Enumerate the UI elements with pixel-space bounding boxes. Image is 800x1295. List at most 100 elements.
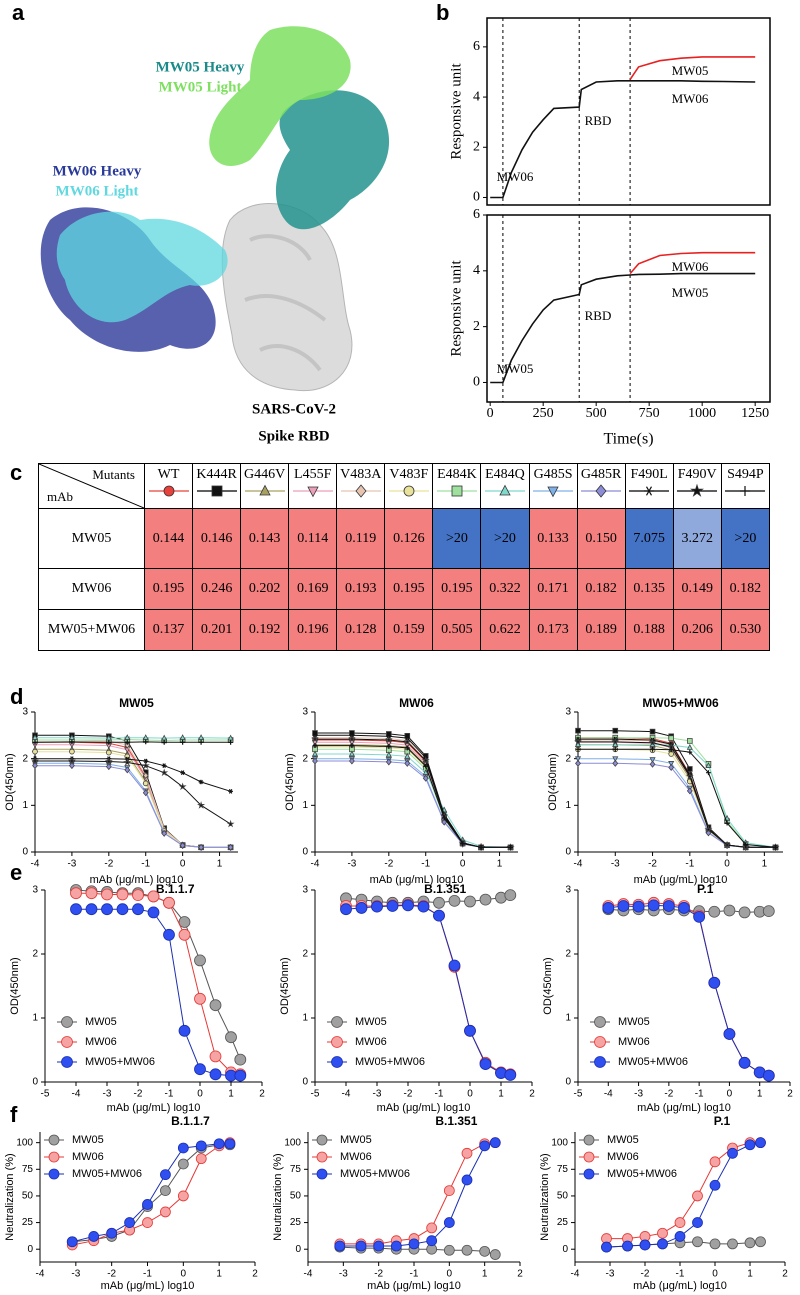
- series-line: [315, 746, 511, 848]
- y-tick-label: 100: [16, 1137, 33, 1148]
- y-tick-label: 75: [22, 1164, 34, 1175]
- marker: [612, 759, 619, 767]
- corner-label: Mutants: [92, 467, 135, 482]
- marker: [489, 1137, 501, 1149]
- marker: [124, 1217, 135, 1228]
- marker: [194, 954, 206, 967]
- series-line: [339, 1142, 496, 1247]
- marker: [662, 900, 675, 912]
- x-axis-label: mAb (μg/mL) log10: [90, 874, 184, 886]
- chart: 0 1 2 3 -5 -4 -3 -2 -1 0 1 2 B.1.351 mAb (μg/mL) log1…: [279, 882, 535, 1114]
- marker: [441, 815, 447, 821]
- marker: [161, 829, 168, 837]
- marker: [743, 842, 749, 847]
- series-line: [578, 744, 776, 848]
- column-label: G485S: [533, 467, 573, 482]
- chart: 0 1 2 3 -4 -3 -2 -1 0 1 MW05 mAb (μg/mL) log10 OD(45…: [4, 696, 238, 886]
- marker: [479, 1058, 492, 1070]
- series-line: [578, 748, 776, 848]
- marker: [142, 1199, 153, 1210]
- marker: [195, 1153, 207, 1165]
- y-tick-label: 1: [565, 800, 571, 811]
- y-axis-label: OD(450nm): [284, 753, 296, 810]
- corner-label: mAb: [47, 489, 73, 504]
- x-tick-label: 1: [757, 1089, 763, 1100]
- series-line: [35, 760, 231, 825]
- marker: [178, 782, 187, 791]
- x-tick-label: -1: [143, 1269, 152, 1280]
- marker: [311, 750, 319, 757]
- marker: [724, 820, 730, 826]
- chart: 0 1 2 3 -5 -4 -3 -2 -1 0 1 2 B.1.1.7 mAb (μg/mL) log1…: [9, 882, 265, 1114]
- table-cell: 3.272: [672, 508, 722, 569]
- marker: [123, 758, 132, 766]
- table-cell: 0.201: [192, 609, 242, 651]
- marker: [147, 890, 160, 903]
- ic50-table: Mutants mAb WT K444R G446V L455F V483A V483F E48…: [38, 463, 771, 651]
- marker: [687, 766, 693, 772]
- series-line: [578, 730, 776, 848]
- marker: [70, 887, 82, 900]
- column-marker: [196, 485, 237, 497]
- marker: [85, 887, 98, 900]
- y-tick-label: 6: [473, 207, 480, 222]
- series-line: [608, 902, 769, 1077]
- marker: [583, 1168, 595, 1180]
- chart-title: P.1: [697, 882, 714, 896]
- table-cell: 0.137: [143, 609, 194, 651]
- chart-title: B.1.1.7: [156, 882, 195, 896]
- chart: 0 25 50 75 100 -4 -3 -2 -1 0 1 2 B.1.351 mAb (μg/mL) …: [272, 1114, 523, 1292]
- table-cell: 0.189: [576, 609, 626, 651]
- structure-label: MW06 Light: [56, 183, 139, 199]
- marker: [448, 894, 461, 907]
- marker: [198, 843, 205, 851]
- marker: [116, 888, 129, 901]
- marker: [602, 902, 615, 914]
- y-tick-label: 0: [473, 375, 480, 390]
- x-tick-label: -2: [374, 1269, 383, 1280]
- x-axis-label: mAb (μg/mL) log10: [637, 1102, 731, 1114]
- structure-label: MW06 Heavy: [53, 163, 142, 179]
- marker: [727, 1147, 738, 1159]
- marker: [706, 770, 711, 776]
- y-tick-label: 50: [557, 1191, 569, 1202]
- marker: [709, 1156, 721, 1168]
- marker: [705, 762, 712, 768]
- table-row: MW06 0.195 0.246 0.202 0.169 0.193 0.195 0.195 0…: [38, 568, 771, 610]
- marker: [355, 902, 368, 914]
- marker: [489, 1249, 501, 1260]
- marker: [617, 900, 630, 912]
- chart-title: B.1.351: [424, 882, 466, 896]
- marker: [404, 752, 411, 759]
- x-tick-label: 500: [586, 406, 607, 421]
- marker: [177, 1190, 189, 1202]
- y-tick-label: 4: [473, 89, 480, 104]
- marker: [312, 757, 318, 765]
- y-tick-label: 3: [565, 707, 571, 718]
- legend-label: MW06: [355, 1036, 387, 1048]
- marker: [160, 768, 169, 777]
- x-tick-label: -1: [141, 859, 150, 870]
- x-tick-label: 1: [762, 859, 768, 870]
- marker: [106, 1227, 118, 1239]
- rbd-surface: [221, 203, 353, 392]
- table-row: MW05+MW06 0.137 0.201 0.192 0.196 0.128 0.159 0…: [38, 609, 771, 651]
- x-tick-label: 0: [180, 859, 186, 870]
- marker: [195, 1140, 207, 1152]
- marker: [178, 1024, 191, 1037]
- corner-diagonal: Mutants mAb: [39, 464, 144, 508]
- x-tick-label: 1250: [741, 406, 769, 421]
- annotation: MW05: [672, 63, 709, 78]
- marker: [116, 903, 129, 916]
- y-tick-label: 0: [565, 847, 571, 858]
- table-cell: 0.195: [384, 568, 434, 610]
- x-axis-label: mAb (μg/mL) log10: [634, 874, 728, 886]
- x-tick-label: -4: [31, 859, 40, 870]
- marker: [690, 483, 705, 497]
- x-tick-label: 2: [782, 1269, 788, 1280]
- x-axis-label: mAb (μg/mL) log10: [370, 874, 464, 886]
- x-tick-label: -4: [72, 1089, 81, 1100]
- table-cell: 0.193: [336, 568, 386, 610]
- chart: 0 1 2 3 -5 -4 -3 -2 -1 0 1 2 P.1 mAb (μg/mL) log10 OD(…: [542, 882, 793, 1114]
